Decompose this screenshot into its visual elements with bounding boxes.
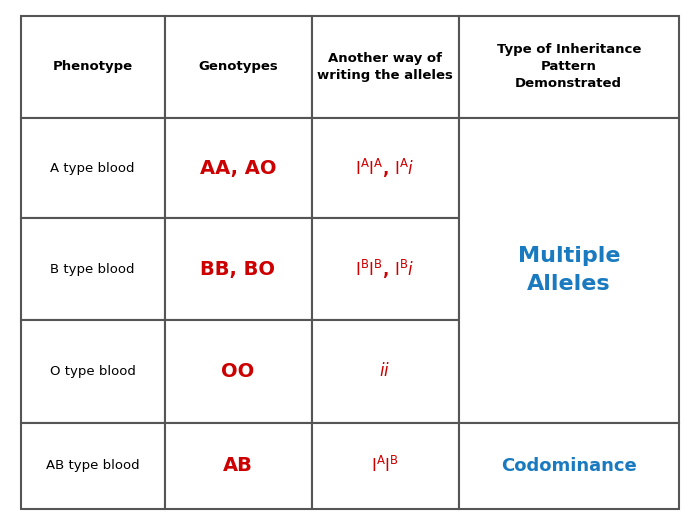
Text: Codominance: Codominance xyxy=(501,457,636,475)
Text: AB: AB xyxy=(223,456,253,476)
Bar xyxy=(21,320,164,423)
Bar xyxy=(21,423,164,509)
Text: Genotypes: Genotypes xyxy=(198,60,278,74)
Text: $\mathsf{I^AI^B}$: $\mathsf{I^AI^B}$ xyxy=(371,456,399,476)
Text: Another way of
writing the alleles: Another way of writing the alleles xyxy=(317,52,453,82)
Text: BB, BO: BB, BO xyxy=(200,259,276,279)
Bar xyxy=(164,218,312,320)
Bar xyxy=(312,320,458,423)
Bar xyxy=(312,118,458,218)
Text: Phenotype: Phenotype xyxy=(52,60,133,74)
Text: Multiple
Alleles: Multiple Alleles xyxy=(517,246,620,295)
Bar xyxy=(458,16,679,118)
Bar xyxy=(21,118,164,218)
Text: O type blood: O type blood xyxy=(50,365,136,378)
Bar xyxy=(164,423,312,509)
Text: B type blood: B type blood xyxy=(50,262,135,276)
Text: OO: OO xyxy=(221,362,255,381)
Text: Type of Inheritance
Pattern
Demonstrated: Type of Inheritance Pattern Demonstrated xyxy=(496,44,641,90)
Text: $\mathsf{I^AI^A}$, $\mathsf{I^A}$$\mathit{i}$: $\mathsf{I^AI^A}$, $\mathsf{I^A}$$\mathi… xyxy=(356,156,414,180)
Text: AB type blood: AB type blood xyxy=(46,459,139,472)
Bar xyxy=(312,218,458,320)
Bar xyxy=(164,16,312,118)
Bar xyxy=(312,16,458,118)
Bar xyxy=(164,320,312,423)
Text: $\mathit{ii}$: $\mathit{ii}$ xyxy=(379,362,391,381)
Bar xyxy=(312,423,458,509)
Bar xyxy=(21,16,164,118)
Bar xyxy=(21,218,164,320)
Bar xyxy=(458,118,679,423)
Bar xyxy=(164,118,312,218)
Text: $\mathsf{I^BI^B}$, $\mathsf{I^B}$$\mathit{i}$: $\mathsf{I^BI^B}$, $\mathsf{I^B}$$\mathi… xyxy=(356,257,414,280)
Text: A type blood: A type blood xyxy=(50,162,135,174)
Bar xyxy=(458,423,679,509)
Text: AA, AO: AA, AO xyxy=(199,159,276,177)
